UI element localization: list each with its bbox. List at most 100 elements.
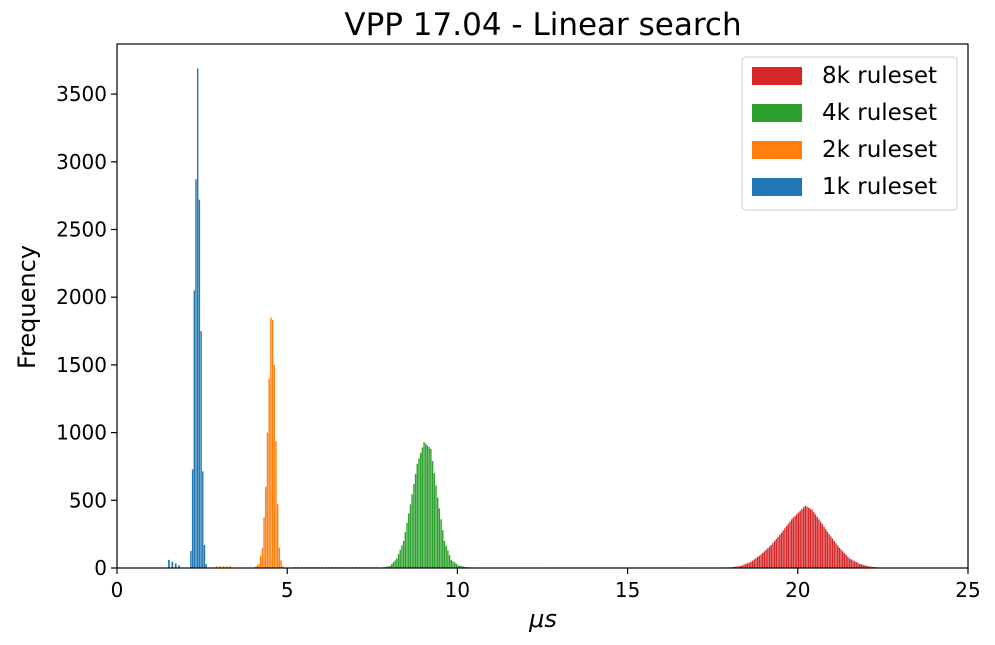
bar-8k-ruleset <box>869 566 871 568</box>
legend-label: 2k ruleset <box>822 137 937 163</box>
bar-4k-ruleset <box>438 508 441 568</box>
legend-swatch <box>752 178 802 196</box>
bar-8k-ruleset <box>753 559 755 568</box>
y-tick-label: 2500 <box>56 217 107 241</box>
bar-2k-ruleset <box>273 364 275 568</box>
bar-tail-1k-ruleset <box>174 563 177 568</box>
bar-8k-ruleset <box>773 540 776 568</box>
legend-swatch <box>752 104 802 122</box>
chart-title: VPP 17.04 - Linear search <box>344 7 741 43</box>
bar-4k-ruleset <box>409 504 412 568</box>
bar-2k-ruleset <box>254 566 257 568</box>
bar-2k-ruleset <box>256 565 258 568</box>
bar-4k-ruleset <box>406 522 408 568</box>
bar-8k-ruleset <box>804 505 807 568</box>
bar-8k-ruleset <box>819 521 822 568</box>
x-tick-label: 0 <box>111 578 124 602</box>
bar-8k-ruleset <box>743 564 745 568</box>
bar-8k-ruleset <box>862 564 864 568</box>
bar-8k-ruleset <box>828 534 830 568</box>
bar-8k-ruleset <box>865 565 868 568</box>
bar-4k-ruleset <box>418 458 420 568</box>
bar-4k-ruleset <box>419 452 422 568</box>
y-tick-label: 1000 <box>56 421 107 445</box>
bar-8k-ruleset <box>741 565 744 568</box>
bar-8k-ruleset <box>840 549 842 568</box>
bar-4k-ruleset <box>440 519 442 568</box>
legend: 8k ruleset 4k ruleset 2k ruleset 1k ruleset <box>741 56 958 211</box>
bar-2k-ruleset <box>282 566 284 568</box>
bar-8k-ruleset <box>784 528 786 568</box>
bar-4k-ruleset <box>408 513 410 568</box>
bar-4k-ruleset <box>421 447 424 568</box>
bar-2k-ruleset <box>278 547 281 568</box>
bar-2k-ruleset <box>280 560 282 568</box>
bar-4k-ruleset <box>426 445 429 568</box>
bar-8k-ruleset <box>859 563 861 568</box>
bar-8k-ruleset <box>789 521 791 568</box>
bar-4k-ruleset <box>425 443 427 568</box>
bar-4k-ruleset <box>457 565 459 568</box>
bar-1k-ruleset <box>191 469 194 568</box>
bar-tail-2k-ruleset <box>219 566 221 568</box>
bar-8k-ruleset <box>751 560 754 568</box>
bar-2k-ruleset <box>265 486 267 568</box>
y-tick-label: 500 <box>69 488 107 512</box>
bar-8k-ruleset <box>806 506 808 568</box>
x-axis: 0 5 10 15 20 25 <box>111 568 981 602</box>
bar-8k-ruleset <box>852 560 854 568</box>
bar-4k-ruleset <box>404 531 407 568</box>
bar-4k-ruleset <box>442 530 444 568</box>
y-tick-label: 1500 <box>56 353 107 377</box>
bar-4k-ruleset <box>391 564 393 568</box>
bar-8k-ruleset <box>739 565 742 568</box>
bar-8k-ruleset <box>797 512 800 568</box>
bar-8k-ruleset <box>860 564 863 568</box>
bar-8k-ruleset <box>830 536 832 568</box>
bar-4k-ruleset <box>387 566 390 568</box>
x-tick-label: 20 <box>785 578 810 602</box>
bar-8k-ruleset <box>821 524 824 568</box>
bar-4k-ruleset <box>450 559 452 568</box>
bar-1k-ruleset <box>193 290 195 568</box>
bar-tail-2k-ruleset <box>222 566 225 568</box>
bar-4k-ruleset <box>448 555 451 568</box>
bar-4k-ruleset <box>459 565 461 568</box>
bar-8k-ruleset <box>748 562 750 568</box>
bar-4k-ruleset <box>462 566 464 568</box>
bar-8k-ruleset <box>847 556 849 568</box>
bar-2k-ruleset <box>276 504 279 568</box>
histogram-bars <box>168 68 888 569</box>
bar-8k-ruleset <box>823 526 825 568</box>
bar-8k-ruleset <box>750 561 752 568</box>
bar-1k-ruleset <box>205 564 207 568</box>
bar-1k-ruleset <box>195 179 197 568</box>
bar-2k-ruleset <box>268 378 270 568</box>
bar-8k-ruleset <box>794 515 796 568</box>
bar-8k-ruleset <box>843 553 846 568</box>
bar-8k-ruleset <box>836 545 839 568</box>
bar-4k-ruleset <box>414 473 417 568</box>
bar-8k-ruleset <box>799 510 801 568</box>
bar-8k-ruleset <box>826 531 829 568</box>
bar-8k-ruleset <box>782 530 784 568</box>
bar-2k-ruleset <box>261 547 264 568</box>
bar-4k-ruleset <box>392 562 395 568</box>
bar-8k-ruleset <box>760 554 762 568</box>
bar-4k-ruleset <box>460 566 463 568</box>
bar-2k-ruleset <box>263 517 265 568</box>
bar-4k-ruleset <box>423 442 425 568</box>
bar-8k-ruleset <box>745 563 747 568</box>
y-tick-label: 3500 <box>56 82 107 106</box>
legend-label: 1k ruleset <box>822 174 937 200</box>
bar-2k-ruleset <box>258 563 260 568</box>
bar-8k-ruleset <box>772 542 774 568</box>
bar-8k-ruleset <box>831 538 834 568</box>
bar-8k-ruleset <box>736 566 738 568</box>
bar-4k-ruleset <box>447 550 449 568</box>
bar-4k-ruleset <box>455 563 458 568</box>
bar-4k-ruleset <box>433 473 435 568</box>
bar-2k-ruleset <box>275 441 277 568</box>
bar-8k-ruleset <box>814 514 817 568</box>
